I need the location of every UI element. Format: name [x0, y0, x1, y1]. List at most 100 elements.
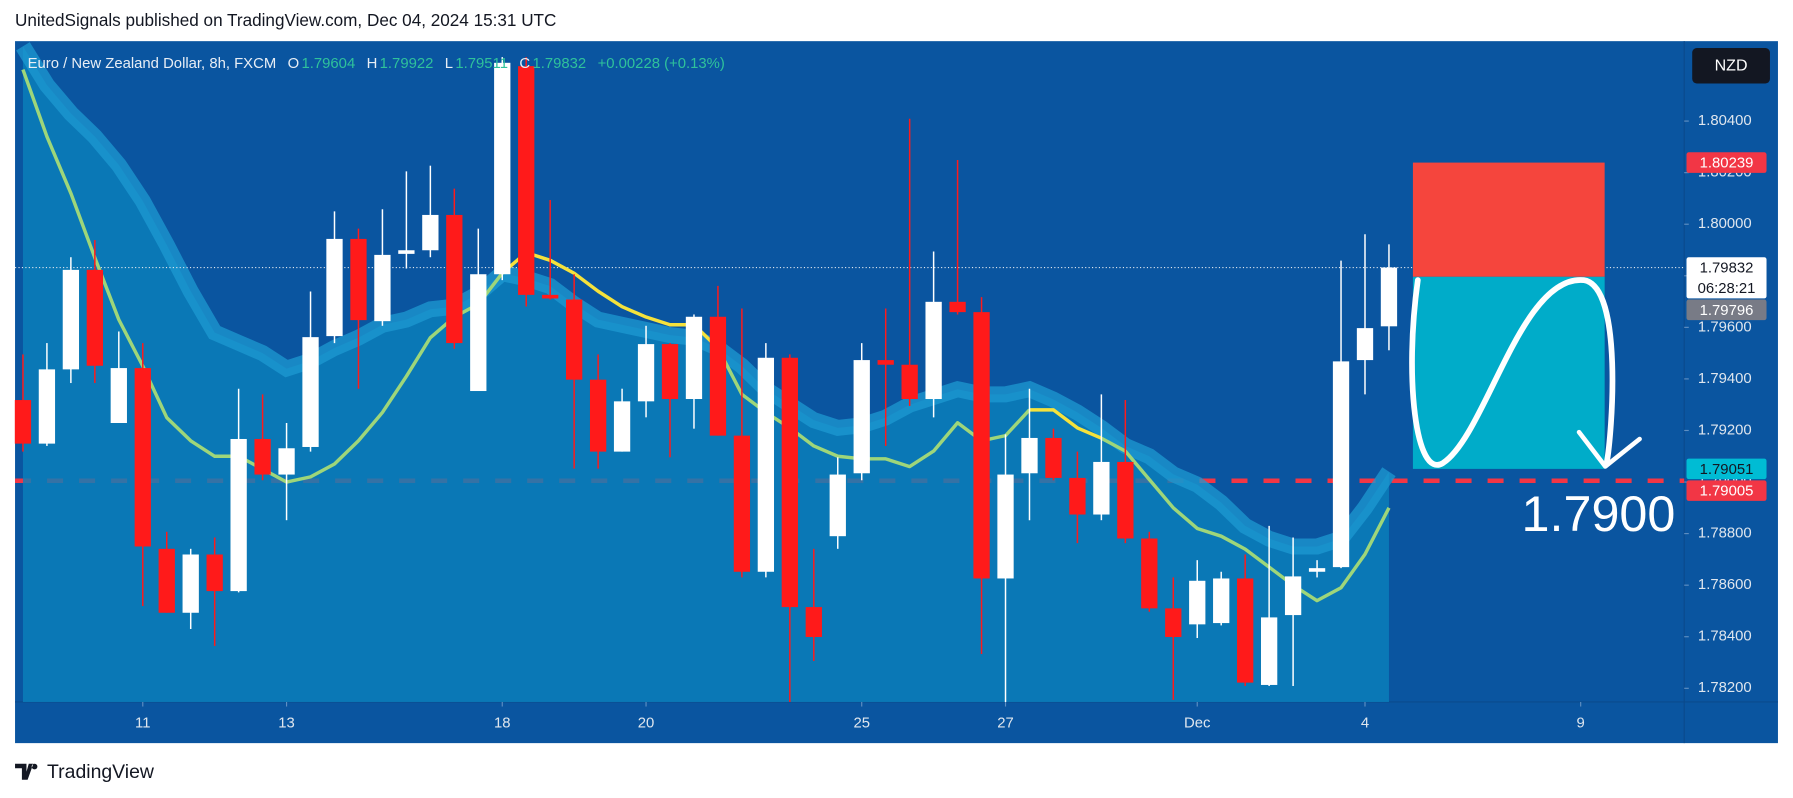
candle-body — [1380, 267, 1398, 327]
candle-body — [853, 360, 870, 474]
candle-body — [1260, 617, 1278, 685]
candle-body — [949, 301, 966, 313]
candle-body — [158, 548, 175, 613]
candle-body — [230, 438, 247, 592]
candle-body — [110, 368, 127, 423]
x-tick-label: 13 — [278, 716, 295, 732]
x-tick-label: Dec — [1184, 716, 1211, 732]
candle-body — [1284, 576, 1302, 616]
price-tag-label: 1.80239 — [1700, 156, 1754, 172]
candle-body — [182, 554, 199, 613]
candle-body — [1308, 568, 1326, 572]
candle-body — [1141, 538, 1158, 609]
price-tag — [1686, 152, 1767, 173]
y-tick-label: 1.80400 — [1698, 113, 1752, 129]
price-tag-label: 1.79051 — [1700, 462, 1754, 478]
y-tick-label: 1.78400 — [1698, 629, 1752, 645]
candle-body — [589, 379, 607, 452]
price-tag — [1686, 458, 1767, 480]
band-area — [22, 46, 1389, 702]
candle-body — [1045, 437, 1062, 478]
candle-body — [1356, 328, 1374, 361]
legend-value: 1.79832 — [532, 56, 586, 72]
legend: Euro / New Zealand Dollar, 8h, FXCM O 1.79… — [28, 56, 725, 72]
y-tick-label: 1.78200 — [1698, 680, 1752, 696]
publisher: UnitedSignals published on TradingView.c… — [15, 10, 556, 30]
candle-body — [781, 357, 798, 608]
candle-body — [829, 474, 846, 537]
y-tick-label: 1.78600 — [1698, 577, 1752, 593]
candle-body — [350, 238, 367, 321]
candle-body — [422, 214, 439, 251]
candle-body — [565, 299, 583, 380]
candle-body — [1021, 437, 1038, 474]
forecast-curve — [1409, 277, 1616, 468]
y-tick-label: 1.80000 — [1698, 216, 1752, 232]
candle-body — [494, 62, 511, 275]
candle-body — [661, 344, 679, 400]
candle-body — [14, 400, 32, 444]
candle-body — [1332, 361, 1350, 568]
candle-body — [973, 312, 990, 579]
legend-value: 1.79922 — [380, 56, 434, 72]
annotation: 1.7900 — [1522, 485, 1676, 542]
candle-body — [86, 269, 103, 366]
y-tick-label: 1.79400 — [1698, 371, 1752, 387]
moving-average — [501, 250, 1103, 440]
candle-body — [1165, 608, 1182, 637]
price-tag — [1686, 257, 1767, 299]
currency-button[interactable] — [1692, 48, 1770, 84]
candle-body — [254, 438, 271, 475]
brand: TradingView — [47, 761, 155, 783]
candle-body — [925, 301, 942, 400]
candle-body — [302, 337, 319, 447]
x-tick-label: 20 — [638, 716, 655, 732]
y-tick-label: 1.79600 — [1698, 319, 1752, 335]
candle-body — [62, 269, 80, 370]
candle-body — [446, 214, 463, 344]
legend-label: C — [519, 56, 530, 72]
candle-body — [134, 368, 151, 547]
y-tick-label: 1.78800 — [1698, 526, 1752, 542]
candle-body — [1117, 461, 1134, 539]
currency-label[interactable]: NZD — [1715, 58, 1748, 75]
candle-body — [38, 369, 56, 444]
legend-label: L — [445, 56, 453, 72]
candle-body — [637, 344, 655, 402]
under-layer: 1.782001.784001.786001.788001.790001.792… — [15, 42, 1752, 732]
logo-mark — [15, 763, 38, 780]
candle-body — [542, 294, 559, 299]
legend-value: 1.79511 — [455, 56, 508, 72]
candle-body — [805, 607, 822, 637]
candle-body — [997, 474, 1014, 579]
candle-body — [877, 360, 894, 365]
forecast-arrowhead — [1576, 429, 1642, 469]
candle-body — [518, 66, 535, 295]
candle-body — [398, 250, 415, 254]
candle-body — [709, 316, 727, 436]
x-tick-label: 25 — [853, 716, 870, 732]
legend-value: 1.79604 — [301, 56, 355, 72]
legend-title: Euro / New Zealand Dollar, 8h, FXCM — [28, 56, 277, 72]
price-tag-label: 1.79005 — [1700, 484, 1754, 500]
candle-body — [1069, 477, 1086, 515]
candle-body — [901, 364, 918, 400]
candle-body — [374, 254, 391, 322]
main-layer — [14, 57, 1398, 702]
tradingview-logo — [15, 763, 38, 780]
x-tick-label: 18 — [494, 716, 511, 732]
candle-body — [206, 554, 223, 592]
candle-body — [1237, 578, 1254, 683]
candle-body — [1093, 461, 1110, 515]
over-layer: 1.80239 1.79832 06:28:21 1.79796 1.79051 1.79… — [1412, 152, 1767, 501]
candle-body — [733, 435, 751, 572]
price-tag — [1686, 480, 1767, 501]
candle-body — [1189, 580, 1206, 625]
x-tick-label: 9 — [1577, 716, 1585, 732]
candle-body — [613, 401, 631, 452]
candle-body — [470, 274, 487, 392]
candle-body — [757, 357, 775, 572]
x-tick-label: 27 — [997, 716, 1014, 732]
